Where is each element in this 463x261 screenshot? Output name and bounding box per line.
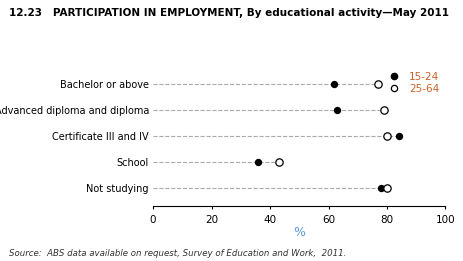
Point <box>380 108 387 112</box>
Point <box>382 186 390 190</box>
Text: 12.23   PARTICIPATION IN EMPLOYMENT, By educational activity—May 2011: 12.23 PARTICIPATION IN EMPLOYMENT, By ed… <box>9 8 448 18</box>
Point <box>333 108 340 112</box>
Text: Source:  ABS data available on request, Survey of Education and Work,  2011.: Source: ABS data available on request, S… <box>9 250 346 258</box>
Point <box>394 134 401 138</box>
Point <box>376 186 384 190</box>
Legend: 15-24, 25-64: 15-24, 25-64 <box>382 70 439 95</box>
Point <box>254 160 262 164</box>
X-axis label: %: % <box>293 226 305 239</box>
Point <box>275 160 282 164</box>
Point <box>374 81 381 86</box>
Point <box>382 134 390 138</box>
Point <box>330 81 338 86</box>
